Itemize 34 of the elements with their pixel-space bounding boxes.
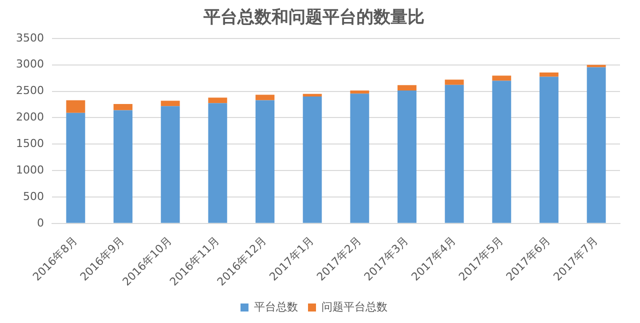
bar bbox=[66, 112, 86, 223]
bar bbox=[444, 84, 464, 223]
bar bbox=[540, 76, 558, 223]
bar bbox=[444, 80, 464, 85]
bar bbox=[492, 76, 512, 81]
bar bbox=[208, 103, 228, 223]
y-tick-label: 3500 bbox=[16, 31, 44, 44]
bar bbox=[66, 100, 86, 113]
bar bbox=[160, 100, 180, 106]
bar bbox=[208, 98, 228, 104]
bar bbox=[302, 94, 322, 97]
bar bbox=[114, 104, 132, 110]
legend-label: 平台总数 bbox=[254, 300, 298, 314]
bar bbox=[350, 90, 370, 94]
chart-title: 平台总数和问题平台的数量比 bbox=[202, 8, 424, 28]
bar bbox=[256, 100, 274, 223]
bar bbox=[302, 96, 322, 223]
bar bbox=[492, 80, 512, 223]
bar bbox=[114, 110, 132, 223]
bar bbox=[160, 106, 180, 223]
y-tick-label: 2000 bbox=[16, 110, 44, 124]
y-tick-label: 3000 bbox=[16, 58, 44, 71]
bar bbox=[398, 90, 416, 223]
bar bbox=[540, 72, 558, 77]
legend-label: 问题平台总数 bbox=[322, 300, 388, 314]
bar bbox=[350, 94, 370, 223]
y-tick-label: 2500 bbox=[16, 84, 44, 98]
bar bbox=[256, 94, 274, 100]
y-tick-label: 500 bbox=[22, 190, 44, 203]
bar bbox=[398, 85, 416, 90]
y-tick-label: 0 bbox=[36, 216, 44, 230]
y-tick-label: 1000 bbox=[16, 163, 44, 176]
y-tick-label: 1500 bbox=[16, 136, 44, 150]
bar bbox=[586, 67, 606, 223]
